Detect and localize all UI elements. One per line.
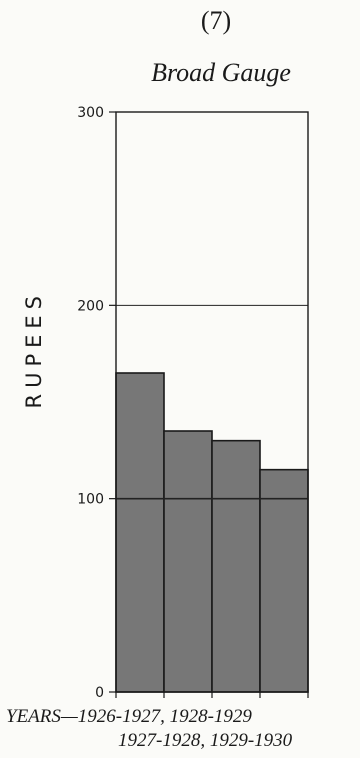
figure-number: (7)	[200, 6, 232, 35]
y-tick-label-200: 200	[77, 298, 104, 314]
y-tick-label-300: 300	[77, 105, 104, 121]
y-tick-label-0: 0	[95, 685, 104, 701]
bar-1928-1929	[211, 439, 261, 693]
x-axis-label-line-1: YEARS—1926-1927, 1928-1929	[6, 706, 252, 727]
bar-1929-1930	[259, 468, 309, 693]
bar-1927-1928	[163, 430, 213, 693]
chart-title: Broad Gauge	[151, 58, 291, 87]
y-tick-label-100: 100	[77, 492, 104, 508]
bar-1926-1927	[115, 372, 165, 693]
x-axis-label-line-2: 1927-1928, 1929-1930	[118, 730, 293, 751]
